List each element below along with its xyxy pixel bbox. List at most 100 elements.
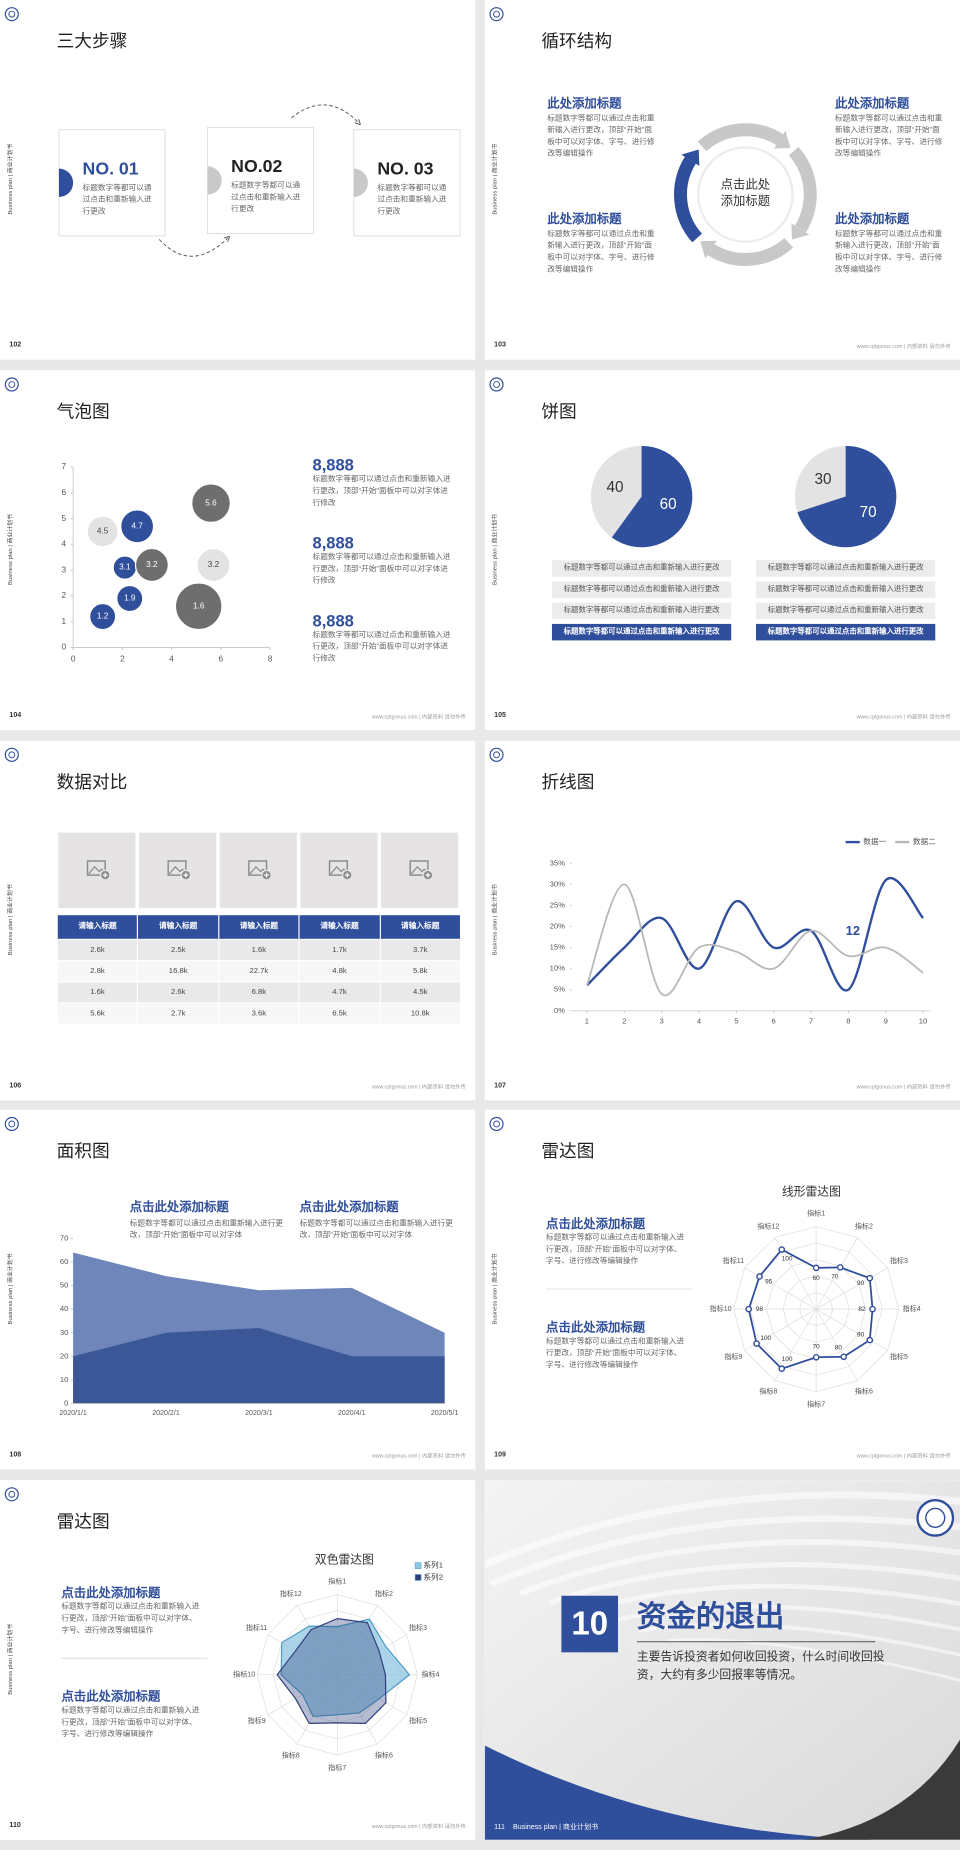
y-tick-label: 3 [61, 565, 66, 574]
logo [4, 1116, 19, 1132]
table-header: 请输入标题 [219, 915, 299, 939]
note-heading: 点击此处添加标题 [61, 1586, 161, 1601]
cover-curve [548, 1561, 960, 1606]
page-number: 105 [494, 712, 506, 720]
y-tick-label: 5 [61, 514, 66, 523]
chart-title: 线形雷达图 [782, 1184, 841, 1198]
section-title: 资金的退出 [636, 1600, 785, 1634]
legend-swatch [414, 1574, 422, 1581]
step-label: NO.02 [231, 156, 283, 177]
table-cell: 1.7k [299, 939, 380, 961]
list-row: 标题数字等都可以通过点击和重新输入进行更改 [551, 581, 732, 598]
radar-marker [778, 1246, 786, 1253]
radar-axis-label: 指标4 [903, 1304, 921, 1313]
y-tick-label: 6 [61, 488, 66, 497]
radar-marker [756, 1273, 763, 1280]
slide-title: 雷达图 [56, 1511, 110, 1533]
radar-axis-label: 指标9 [724, 1352, 742, 1361]
image-icon [102, 872, 108, 878]
table-header: 请输入标题 [57, 915, 138, 939]
radar-marker [753, 1340, 760, 1347]
stat-value: 8,888 [312, 533, 354, 552]
dashed-arrow [158, 238, 227, 257]
y-tick-label: 25% [550, 900, 566, 909]
slide-title: 面积图 [56, 1141, 110, 1162]
x-tick-label: 6 [219, 654, 224, 663]
slide-title: 数据对比 [56, 772, 128, 793]
radar-value-label: 95 [765, 1278, 773, 1285]
radar-axis-label: 指标10 [710, 1304, 732, 1313]
radar-value-label: 100 [782, 1356, 793, 1363]
cycle-arrow-head [700, 240, 717, 259]
x-tick-label: 10 [919, 1016, 928, 1025]
y-tick-label: 0 [64, 1399, 68, 1408]
image-icon [249, 865, 266, 875]
table-cell: 1.6k [219, 939, 299, 961]
x-tick-label: 9 [884, 1016, 888, 1025]
x-tick-label: 2020/3/1 [245, 1410, 273, 1417]
y-tick-label: 10 [60, 1375, 69, 1384]
pie-label: 70 [860, 504, 877, 521]
x-tick-label: 6 [772, 1016, 776, 1025]
table-cell: 4.8k [299, 961, 380, 982]
logo [4, 377, 19, 392]
slide: Business plan | 商业计划书 103 www.cptgonus.com… [484, 0, 960, 360]
image-icon [86, 860, 106, 876]
list-row: 标题数字等都可以通过点击和重新输入进行更改 [551, 560, 732, 577]
bubble-label: 1.2 [97, 612, 109, 621]
step-label: NO. 03 [377, 159, 434, 180]
image-icon [167, 860, 187, 876]
x-tick-label: 5 [734, 1016, 738, 1025]
image-icon [344, 872, 350, 878]
logo [493, 10, 500, 18]
footer: www.cptgonus.com | 内部资料 请勿外传 [371, 1823, 466, 1830]
image-icon [425, 872, 431, 878]
y-tick-label: 30% [550, 879, 566, 888]
radar-axis-label: 指标11 [723, 1256, 745, 1265]
radar-axis-label: 指标10 [233, 1670, 255, 1679]
footer: www.cptgonus.com | 内部资料 请勿外传 [371, 1083, 466, 1090]
section-text: 主要告诉投资者如何收回投资，什么时间收回投资，大约有多少回报率等情况。 [636, 1651, 885, 1682]
slide-graphics [484, 1480, 960, 1840]
image-icon [88, 865, 105, 875]
step-badge [58, 168, 74, 197]
logo [493, 751, 500, 759]
cover-curve [519, 1539, 960, 1597]
logo [489, 377, 504, 392]
logo [8, 381, 16, 388]
page-number: 109 [494, 1451, 506, 1459]
legend-swatch [414, 1562, 422, 1569]
y-tick-label: 7 [61, 462, 66, 471]
slide-graphics [4, 747, 459, 909]
dashed-arrow [291, 104, 358, 123]
bubble-label: 1.6 [193, 601, 205, 610]
page-number: 106 [9, 1082, 22, 1090]
table-cell: 1.6k [57, 982, 138, 1003]
logo [4, 747, 19, 762]
step-text: 标题数字等都可以通过点击和重新输入进行更改 [231, 181, 301, 214]
radar-marker [840, 1353, 847, 1361]
radar-series [280, 1618, 411, 1718]
pie-label: 40 [607, 479, 624, 496]
logo [493, 381, 500, 388]
block-heading: 此处添加标题 [547, 96, 622, 111]
slide-graphics [4, 7, 461, 257]
x-tick-label: 3 [660, 1016, 664, 1025]
image-icon [330, 865, 347, 875]
x-tick-label: 4 [169, 654, 174, 663]
radar-spoke [815, 1308, 858, 1381]
x-tick-label: 1 [585, 1016, 589, 1025]
step-text: 标题数字等都可以通过点击和重新输入进行更改 [82, 183, 152, 216]
x-tick-label: 7 [809, 1016, 813, 1025]
chart-title: 双色雷达图 [315, 1552, 374, 1566]
note-text: 标题数字等都可以通过点击和重新输入进行更改，顶部“开始”面板中可以对字体、字号、… [61, 1706, 200, 1739]
logo [4, 7, 19, 22]
step-label: NO. 01 [82, 159, 139, 180]
footer: www.cptgonus.com | 内部资料 请勿外传 [371, 1453, 466, 1459]
logo [916, 1499, 955, 1537]
image-icon [168, 865, 186, 875]
stat-text: 标题数字等都可以通过点击和重新输入进行更改，顶部“开始”面板中可以对字体进行修改 [312, 553, 451, 586]
block-heading: 此处添加标题 [547, 212, 622, 227]
